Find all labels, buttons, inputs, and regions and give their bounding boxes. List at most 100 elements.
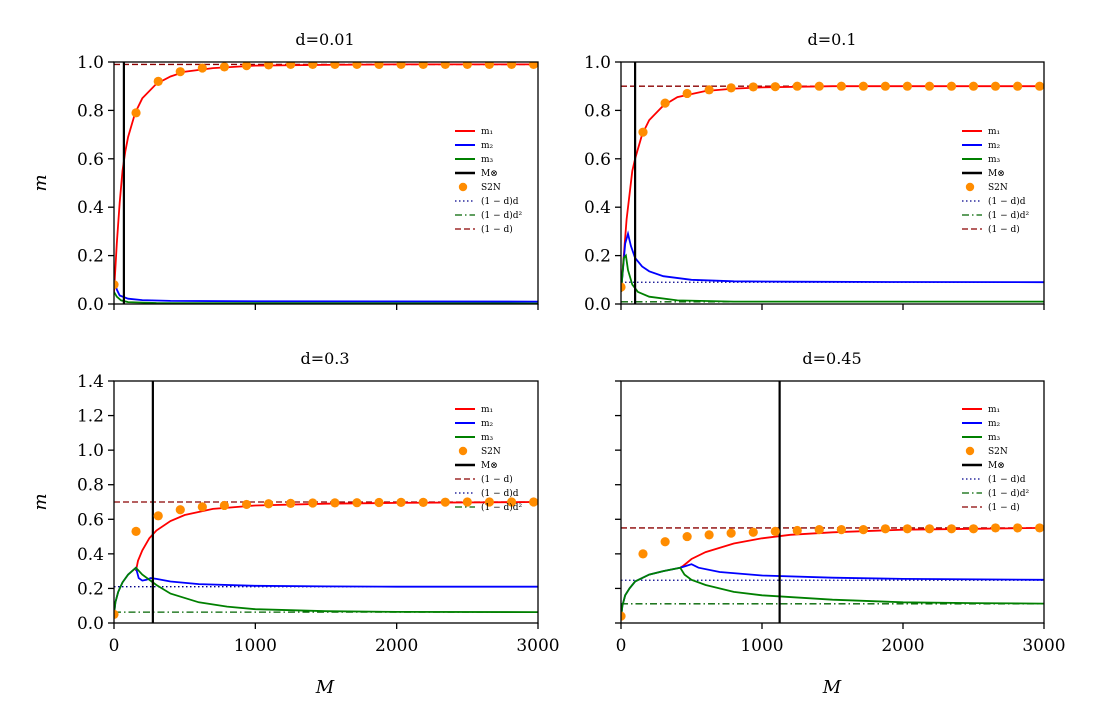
s2n-point [660,98,670,108]
legend-label: (1 − d)d² [481,502,523,513]
s2n-point [682,88,692,99]
legend-label: (1 − d) [481,224,513,235]
s2n-point [330,62,340,70]
y-tick-label: 0.8 [584,101,611,121]
axes-frame [113,380,539,624]
s2n-point [308,498,318,508]
y-tick-label: 0.8 [77,476,104,496]
legend-label: m₃ [481,433,494,443]
s2n-point [968,81,979,91]
s2n-point [1013,523,1023,533]
y-tick-label: 0.6 [77,510,104,530]
plot-area: 0 1000 2000 3000 [615,380,1066,656]
s2n-point [836,81,846,91]
s2n-point [682,531,692,542]
y-tick-label: 0.4 [584,198,611,218]
s2n-point [264,499,274,509]
s2n-point [880,81,890,91]
s2n-point [748,527,758,537]
s2n-point [114,609,119,619]
legend: m₁ m₂ m₃ S2N M⊗ (1 − d)d (1 − d)d² (1 − d) [962,405,1030,513]
s2n-point [197,63,207,73]
legend-marker [965,182,975,192]
legend-label: (1 − d)d [481,488,519,499]
legend-label: (1 − d)d [988,474,1026,485]
s2n-point [462,62,472,70]
x-axis-label: M [822,677,842,698]
s2n-point [114,280,119,290]
s2n-point [153,76,163,86]
legend-label: m₂ [481,141,494,151]
y-tick-label: 0.6 [584,150,611,170]
s2n-point [621,611,626,621]
s2n-point [286,498,296,508]
legend-label: m₂ [481,419,494,429]
s2n-point [924,81,935,91]
plot-inner [621,62,1044,304]
series-line [114,566,538,615]
s2n-point [638,549,648,559]
s2n-point [704,530,714,540]
legend-label: S2N [481,447,501,457]
legend-label: S2N [481,183,501,193]
y-tick-label: 0.0 [584,295,611,315]
y-tick-label: 0.6 [77,150,104,170]
s2n-point [286,62,296,70]
legend-label: m₂ [988,419,1001,429]
s2n-point [440,62,450,70]
legend-label: (1 − d) [481,474,513,485]
s2n-point [264,62,274,70]
subplot-title: d=0.3 [300,349,349,368]
s2n-point [374,497,384,508]
y-axis-label: m [30,174,51,191]
legend-label: (1 − d) [988,502,1020,513]
legend-marker [965,446,975,456]
s2n-point [836,525,846,535]
axes-frame [113,61,539,305]
axes-frame [620,380,1045,624]
legend-label: M⊗ [988,461,1005,471]
s2n-point [946,81,957,91]
s2n-point [1035,81,1044,91]
s2n-point [792,81,802,91]
subplot-d001: d=0.01 m 0.0 0.2 0.4 0.6 0.8 1.0 m₁ m₂ m₃ M⊗ S2N (… [30,30,539,315]
s2n-point [814,81,824,91]
s2n-point [902,524,912,534]
s2n-point [946,524,957,534]
subplot-d03: d=0.3 m M 0.0 0.2 0.4 0.6 0.8 1.0 1.2 1.4 0 1000 2… [30,349,560,698]
plot-area: 0.0 0.2 0.4 0.6 0.8 1.0 [77,53,539,315]
s2n-point [219,62,229,72]
legend-label: m₃ [988,433,1001,443]
plot-area: 0.0 0.2 0.4 0.6 0.8 1.0 1.2 1.4 0 1000 2000 3000 [77,372,560,656]
s2n-point [197,502,207,512]
subplot-title: d=0.01 [295,30,354,49]
s2n-point [440,497,450,507]
s2n-point [506,497,517,507]
s2n-point [153,511,163,521]
legend: m₁ m₂ m₃ M⊗ S2N (1 − d)d (1 − d)d² (1 − d) [962,127,1030,235]
s2n-point [638,127,648,137]
legend-label: S2N [988,447,1008,457]
s2n-point [770,526,780,536]
s2n-point [396,62,406,70]
legend-label: m₃ [988,155,1001,165]
subplot-title: d=0.45 [802,349,861,368]
s2n-point [902,81,912,91]
s2n-point [858,81,868,91]
s2n-point [418,62,428,70]
series-line [114,279,538,303]
plot-inner [114,381,538,623]
series-line [679,527,1044,569]
x-tick-label: 1000 [740,636,783,656]
s2n-point [529,497,538,507]
s2n-point [484,62,494,70]
s2n-point [241,499,252,510]
s2n-point [418,497,428,507]
s2n-point [219,500,229,511]
legend-label: (1 − d)d [988,196,1026,207]
s2n-point [131,526,141,536]
legend-label: m₁ [988,405,1000,415]
x-axis-label: M [315,677,335,698]
s2n-point [131,108,141,118]
